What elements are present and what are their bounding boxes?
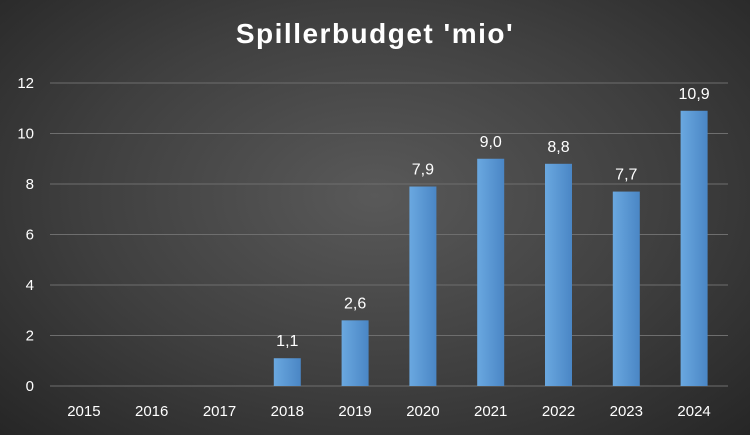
bar-2018 — [273, 358, 301, 386]
data-label-2024: 10,9 — [679, 86, 710, 103]
bar-2024 — [680, 110, 708, 387]
bar-2019 — [341, 320, 369, 386]
y-tick-label: 4 — [26, 277, 34, 294]
x-tick-label-2015: 2015 — [67, 403, 100, 420]
y-tick-label: 6 — [26, 227, 34, 244]
data-label-2023: 7,7 — [615, 167, 637, 184]
data-label-2021: 9,0 — [480, 134, 502, 151]
data-label-2019: 2,6 — [344, 295, 366, 312]
bar-2021 — [477, 158, 505, 386]
bar-2020 — [409, 186, 437, 386]
x-tick-label-2021: 2021 — [474, 403, 507, 420]
x-tick-label-2018: 2018 — [271, 403, 304, 420]
y-tick-label: 10 — [17, 126, 34, 143]
data-label-2018: 1,1 — [276, 333, 298, 350]
data-label-2020: 7,9 — [412, 162, 434, 179]
y-tick-label: 12 — [17, 75, 34, 92]
x-tick-label-2020: 2020 — [406, 403, 439, 420]
x-tick-label-2024: 2024 — [677, 403, 710, 420]
x-axis: 2015 2016 2017 2018 2019 2020 2021 2022 2023 2024 — [67, 403, 711, 420]
chart-title: Spillerbudget 'mio' — [235, 18, 515, 49]
x-tick-label-2019: 2019 — [338, 403, 371, 420]
y-tick-label: 8 — [26, 176, 34, 193]
y-tick-label: 2 — [26, 328, 34, 345]
y-tick-label: 0 — [26, 378, 34, 395]
gridlines — [50, 82, 728, 387]
bars — [273, 110, 708, 387]
data-label-2022: 8,8 — [547, 139, 569, 156]
bar-2022 — [545, 163, 572, 386]
x-tick-label-2016: 2016 — [135, 403, 168, 420]
x-tick-label-2023: 2023 — [610, 403, 643, 420]
x-tick-label-2022: 2022 — [542, 403, 575, 420]
bar-2023 — [612, 191, 640, 386]
y-axis: 0 2 4 6 8 10 12 — [17, 75, 34, 395]
data-labels: 1,1 2,6 7,9 9,0 8,8 7,7 10,9 — [276, 86, 710, 350]
x-tick-label-2017: 2017 — [203, 403, 236, 420]
